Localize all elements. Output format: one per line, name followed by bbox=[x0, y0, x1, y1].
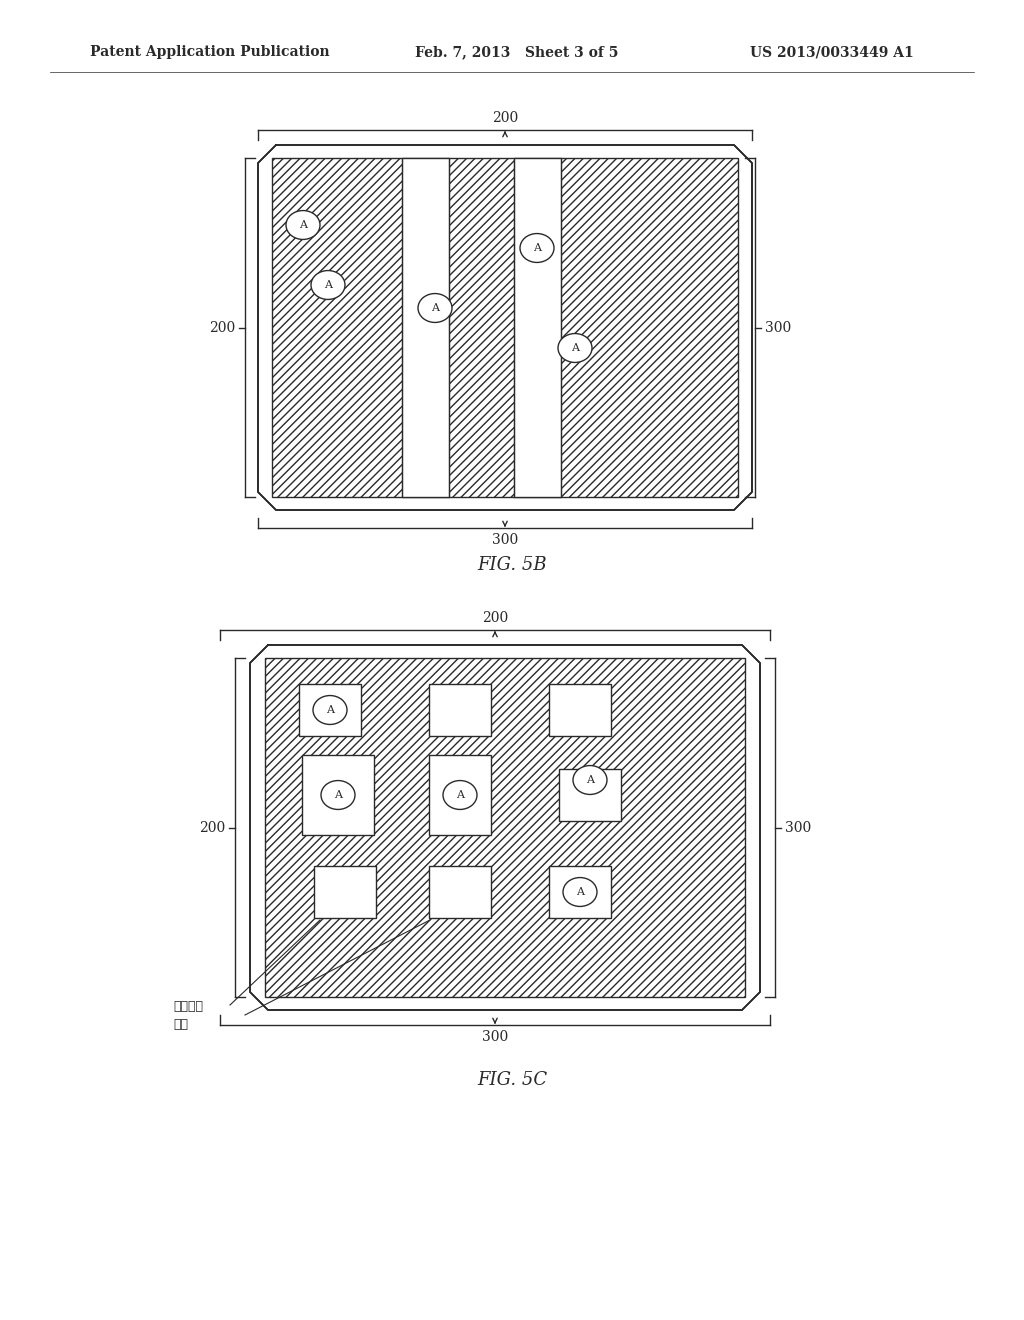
Ellipse shape bbox=[443, 780, 477, 809]
Bar bbox=[429, 866, 490, 917]
Text: A: A bbox=[586, 775, 594, 785]
Text: FIG. 5B: FIG. 5B bbox=[477, 556, 547, 574]
Text: Patent Application Publication: Patent Application Publication bbox=[90, 45, 330, 59]
Polygon shape bbox=[258, 145, 752, 510]
Bar bbox=[429, 755, 490, 836]
Text: 200: 200 bbox=[209, 321, 234, 334]
Text: FIG. 5C: FIG. 5C bbox=[477, 1071, 547, 1089]
Ellipse shape bbox=[520, 234, 554, 263]
Bar bbox=[302, 755, 374, 836]
Bar bbox=[265, 657, 745, 997]
Text: 200: 200 bbox=[492, 111, 518, 125]
Text: A: A bbox=[456, 789, 464, 800]
Text: US 2013/0033449 A1: US 2013/0033449 A1 bbox=[750, 45, 913, 59]
Text: 300: 300 bbox=[492, 533, 518, 546]
Bar bbox=[549, 866, 611, 917]
Ellipse shape bbox=[563, 878, 597, 907]
Text: 200: 200 bbox=[482, 611, 508, 624]
Text: A: A bbox=[571, 343, 579, 352]
Text: 区域: 区域 bbox=[173, 1018, 188, 1031]
Text: A: A bbox=[334, 789, 342, 800]
Ellipse shape bbox=[573, 766, 607, 795]
Text: 初步位置: 初步位置 bbox=[173, 1001, 203, 1012]
Text: A: A bbox=[299, 220, 307, 230]
Text: A: A bbox=[431, 304, 439, 313]
Bar bbox=[559, 770, 621, 821]
Ellipse shape bbox=[321, 780, 355, 809]
Ellipse shape bbox=[558, 334, 592, 363]
Bar bbox=[402, 158, 450, 498]
Bar bbox=[514, 158, 561, 498]
Text: A: A bbox=[326, 705, 334, 715]
Text: 300: 300 bbox=[482, 1030, 508, 1044]
Polygon shape bbox=[250, 645, 760, 1010]
Ellipse shape bbox=[311, 271, 345, 300]
Bar bbox=[549, 684, 611, 737]
Text: A: A bbox=[575, 887, 584, 898]
Text: 200: 200 bbox=[199, 821, 225, 834]
Text: 300: 300 bbox=[765, 321, 792, 334]
Bar bbox=[429, 684, 490, 737]
Bar bbox=[314, 866, 376, 917]
Ellipse shape bbox=[313, 696, 347, 725]
Text: 300: 300 bbox=[785, 821, 811, 834]
Text: A: A bbox=[324, 280, 332, 290]
Bar bbox=[299, 684, 361, 737]
Text: A: A bbox=[534, 243, 541, 253]
Bar bbox=[272, 158, 738, 498]
Text: Feb. 7, 2013   Sheet 3 of 5: Feb. 7, 2013 Sheet 3 of 5 bbox=[415, 45, 618, 59]
Ellipse shape bbox=[418, 293, 452, 322]
Ellipse shape bbox=[286, 211, 319, 239]
